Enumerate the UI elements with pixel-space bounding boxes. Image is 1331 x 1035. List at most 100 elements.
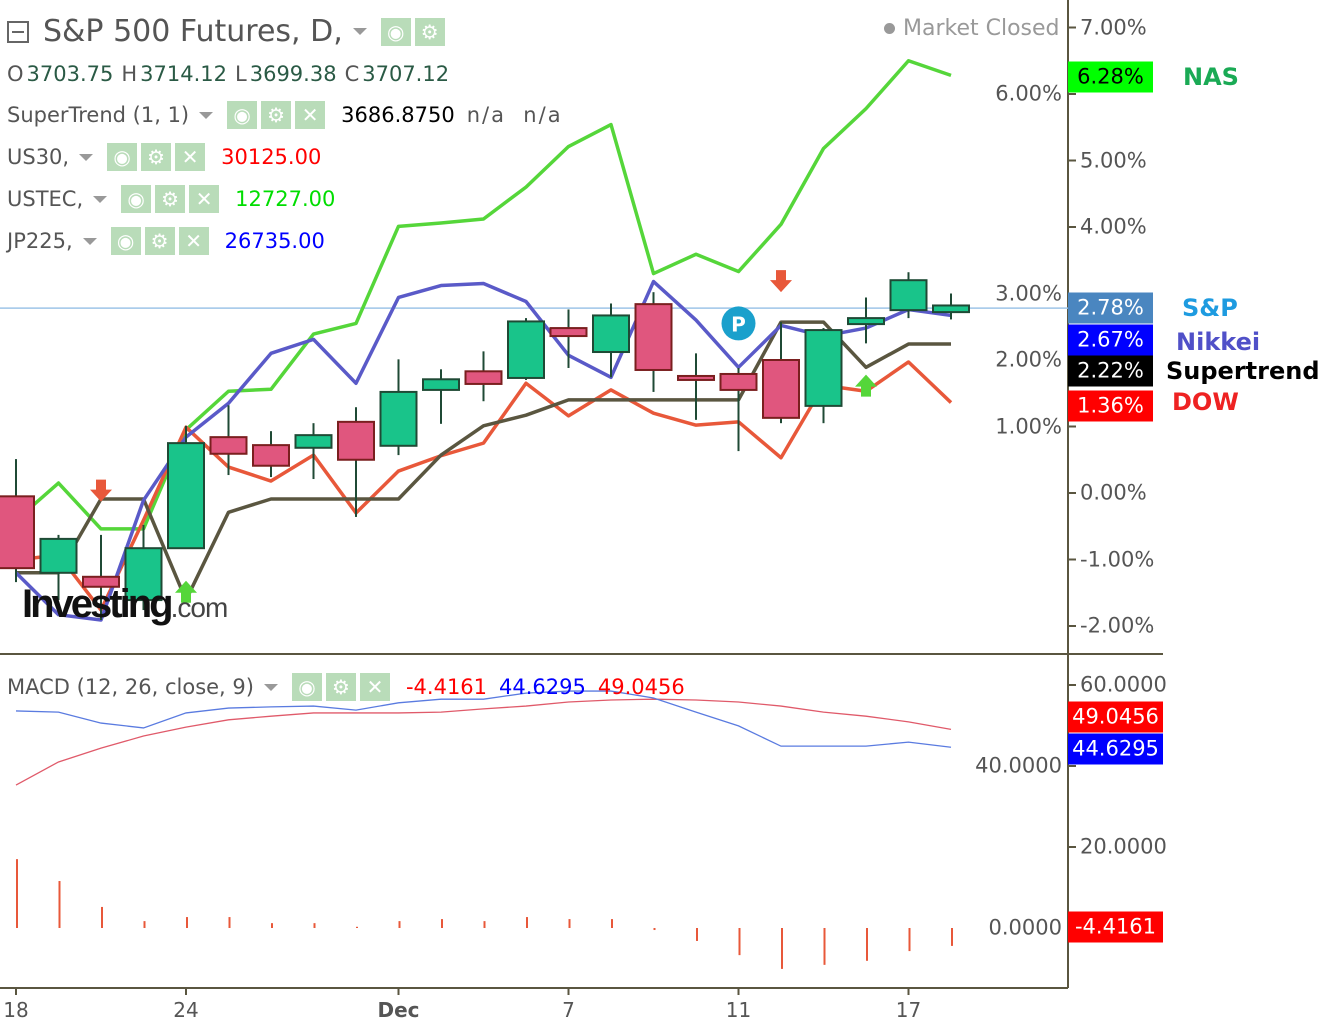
eye-icon[interactable]: ◉ <box>110 227 141 255</box>
gear-icon[interactable]: ⚙ <box>144 227 175 255</box>
eye-icon[interactable]: ◉ <box>107 143 138 171</box>
bullish-candle-body <box>167 442 205 550</box>
logo-brand: Investing <box>22 582 174 626</box>
bearish-candle-body <box>209 436 248 455</box>
x-tick-label: 17 <box>895 998 922 1022</box>
gear-icon[interactable]: ⚙ <box>141 143 172 171</box>
close-icon[interactable]: ✕ <box>359 673 390 701</box>
gear-icon[interactable]: ⚙ <box>155 185 186 213</box>
y-tick-label: -1.00% <box>1080 547 1155 571</box>
y-tick-label: 3.00% <box>995 281 1062 305</box>
y-tick-label: 4.00% <box>1080 214 1147 239</box>
candle <box>634 292 673 392</box>
bullish-candle-body <box>39 537 78 574</box>
indicator-name[interactable]: US30, <box>7 145 70 169</box>
macd-price-badge: 44.6295 <box>1068 733 1163 765</box>
ohlc-values: O 3703.75 H 3714.12 L 3699.38 C 3707.12 <box>7 62 457 86</box>
market-status-text: Market Closed <box>903 16 1060 41</box>
bullish-candle-body <box>592 314 630 354</box>
bullish-candle-body <box>932 304 970 314</box>
close-icon[interactable]: ✕ <box>178 227 209 255</box>
sell-arrow-icon <box>770 270 792 293</box>
bearish-candle-body <box>549 327 588 338</box>
chevron-down-icon[interactable] <box>82 237 97 245</box>
open-label: O <box>7 62 24 86</box>
x-tick-label: Dec <box>377 998 420 1022</box>
open-value: 3703.75 <box>26 62 114 86</box>
close-icon[interactable]: ✕ <box>189 185 220 213</box>
macd-signal-value: 49.0456 <box>597 675 685 699</box>
symbol-title: S&P 500 Futures, D, <box>43 14 343 49</box>
close-icon[interactable]: ✕ <box>175 143 206 171</box>
candle <box>762 322 800 424</box>
indicator-value: 30125.00 <box>221 145 322 169</box>
collapse-legend-icon[interactable] <box>7 20 29 43</box>
price-pane: P <box>0 59 1068 622</box>
chevron-down-icon[interactable] <box>79 153 94 161</box>
gear-icon[interactable]: ⚙ <box>261 101 292 129</box>
price-badge-nikkei: 2.67% <box>1068 324 1153 356</box>
macd-y-tick-label: 40.0000 <box>975 753 1062 778</box>
indicator-name[interactable]: USTEC, <box>7 187 84 211</box>
eye-icon[interactable]: ◉ <box>227 101 258 129</box>
macd-y-tick-label: 20.0000 <box>1080 834 1167 859</box>
candle <box>889 272 928 319</box>
status-dot-icon <box>884 23 895 34</box>
bearish-candle-body <box>252 444 290 467</box>
indicator-name[interactable]: MACD (12, 26, close, 9) <box>7 675 254 699</box>
series-label-nikkei: Nikkei <box>1176 328 1261 357</box>
gear-icon[interactable]: ⚙ <box>414 17 445 46</box>
bullish-candle-body <box>379 390 418 447</box>
bearish-candle-body <box>464 370 503 385</box>
gear-icon[interactable]: ⚙ <box>325 673 356 701</box>
macd-price-badge: 49.0456 <box>1068 701 1163 733</box>
bullish-candle-body <box>847 317 885 326</box>
bullish-candle-body <box>507 320 545 379</box>
price-badge-sp: 2.78% <box>1068 292 1153 324</box>
y-tick-label: 0.00% <box>1080 480 1147 505</box>
bearish-candle-body <box>762 359 800 419</box>
series-line-nas <box>14 59 952 531</box>
y-tick-label: 1.00% <box>995 414 1062 438</box>
bearish-candle-body <box>677 374 715 381</box>
chevron-down-icon[interactable] <box>93 195 108 203</box>
price-badge-dow: 1.36% <box>1068 390 1153 422</box>
indicator-value: 3686.8750 <box>341 103 455 127</box>
indicator-name[interactable]: SuperTrend (1, 1) <box>7 103 190 127</box>
market-status: Market Closed <box>884 16 1060 41</box>
eye-icon[interactable]: ◉ <box>121 185 152 213</box>
indicator-name[interactable]: JP225, <box>7 229 73 253</box>
candle <box>422 369 460 424</box>
y-tick-label: 2.00% <box>995 347 1062 372</box>
bullish-candle-body <box>294 434 333 449</box>
macd-signal-line <box>15 698 952 786</box>
candle <box>82 534 120 621</box>
chevron-down-icon[interactable] <box>199 111 214 119</box>
bullish-candle-body <box>889 279 928 312</box>
chevron-down-icon[interactable] <box>352 28 367 35</box>
indicator-extra: n/a n/a <box>466 103 563 127</box>
close-icon[interactable]: ✕ <box>295 101 326 129</box>
candle <box>549 309 588 368</box>
chevron-down-icon[interactable] <box>263 683 278 691</box>
y-tick-label: 7.00% <box>1080 15 1147 39</box>
candle <box>932 293 970 320</box>
indicator-legend-ustec: USTEC, ◉ ⚙ ✕ 12727.00 <box>7 185 335 213</box>
buy-arrow-icon <box>855 374 877 397</box>
series-line-supertrend <box>16 320 951 602</box>
sell-arrow-icon <box>90 479 112 502</box>
bullish-candle-body <box>422 378 460 391</box>
high-label: H <box>121 62 138 86</box>
eye-icon[interactable]: ◉ <box>380 17 411 46</box>
eye-icon[interactable]: ◉ <box>291 673 322 701</box>
x-tick-label: 24 <box>173 998 199 1022</box>
candle <box>719 367 758 452</box>
pivot-marker-icon <box>721 306 756 341</box>
symbol-legend: S&P 500 Futures, D, ◉ ⚙ <box>7 14 449 49</box>
pivot-marker-label: P <box>731 312 746 336</box>
investing-logo: Investing.com <box>22 582 229 627</box>
candle <box>464 351 503 402</box>
y-tick-label: -2.00% <box>1080 613 1155 638</box>
logo-suffix: .com <box>170 592 229 623</box>
